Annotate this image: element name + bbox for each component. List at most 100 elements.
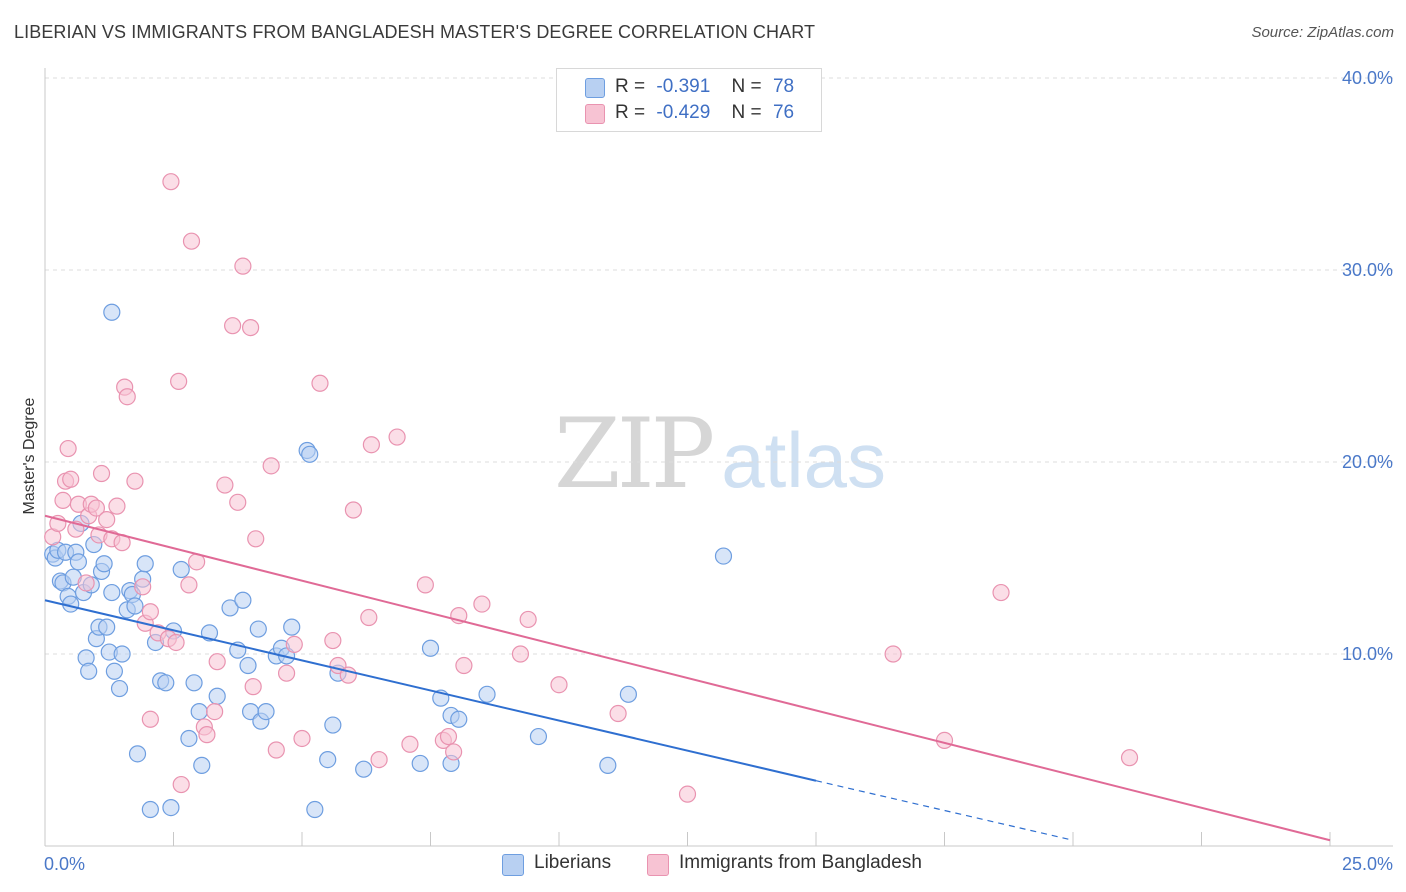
watermark: ZIP atlas [554,398,886,510]
trend-lines [44,514,1331,842]
data-point-liberians [306,800,324,819]
data-point-liberians [249,620,267,638]
source-label: Source: ZipAtlas.com [1251,24,1394,41]
data-point-liberians [103,303,121,321]
data-point-liberians [180,729,198,748]
data-point-bangladesh [362,436,380,454]
data-point-bangladesh [884,645,902,663]
data-point-bangladesh [550,676,568,694]
data-point-bangladesh [98,510,116,529]
y-tick-label: 40.0% [1342,68,1393,88]
data-point-liberians [478,685,496,703]
trend-line-liberians-extension [815,780,1074,841]
trend-line-bangladesh [44,514,1331,842]
data-point-liberians [162,798,180,817]
data-point-bangladesh [59,439,77,458]
data-point-bangladesh [242,319,260,337]
data-point-bangladesh [293,729,311,748]
y-tick-label: 20.0% [1342,452,1393,472]
data-point-liberians [105,662,123,680]
data-point-liberians [69,553,88,571]
data-point-bangladesh [234,257,252,275]
data-point-bangladesh [473,595,491,613]
data-point-liberians [411,754,429,773]
data-point-liberians [355,760,373,778]
axes [44,68,1393,847]
data-point-bangladesh [206,702,224,721]
watermark-atlas: atlas [721,416,886,504]
data-point-liberians [128,745,147,763]
data-point-bangladesh [108,497,126,515]
legend-n-label: N = [731,76,762,97]
data-point-bangladesh [162,173,180,191]
data-point-bangladesh [244,678,262,696]
legend-r-value: -0.429 [656,102,711,123]
data-point-bangladesh [324,631,342,650]
data-point-bangladesh [262,457,280,475]
data-point-liberians [319,750,337,769]
data-point-bangladesh [609,704,627,723]
legend-r-label: R = [615,76,646,97]
data-point-liberians [301,445,319,463]
y-tick-label: 10.0% [1342,644,1393,664]
data-point-bangladesh [360,608,378,627]
data-point-bangladesh [229,493,247,511]
data-point-liberians [234,591,252,609]
series-legend: Liberians Immigrants from Bangladesh [0,852,1406,878]
data-point-bangladesh [401,735,419,753]
data-point-bangladesh [180,576,198,594]
data-point-bangladesh [285,635,303,654]
legend-label-liberians: Liberians [534,852,612,873]
legend-n-label: N = [731,102,762,123]
data-point-bangladesh [126,472,144,490]
data-point-bangladesh [277,664,296,682]
data-point-bangladesh [445,743,463,761]
data-point-liberians [324,716,342,734]
legend-r-label: R = [615,102,646,123]
x-ticks [44,832,1331,846]
data-point-bangladesh [416,576,434,594]
data-point-bangladesh [208,653,226,671]
data-point-liberians [421,639,440,657]
y-axis-title: Master's Degree [21,397,38,514]
correlation-legend: R = -0.391 N = 78 R = -0.429 N = 76 [556,68,822,132]
data-point-bangladesh [87,499,106,517]
legend-r-value: -0.391 [656,76,711,97]
data-point-liberians [95,555,113,573]
data-point-liberians [136,555,154,573]
series-bangladesh [44,173,1139,803]
data-point-liberians [283,618,301,636]
chart-title: LIBERIAN VS IMMIGRANTS FROM BANGLADESH M… [14,22,816,42]
data-point-liberians [193,756,211,774]
data-point-bangladesh [182,232,201,250]
data-point-bangladesh [267,741,285,759]
data-point-liberians [113,645,131,663]
data-point-bangladesh [216,476,234,494]
data-point-bangladesh [370,750,388,769]
data-point-liberians [157,674,175,692]
data-point-bangladesh [167,633,185,652]
trend-line-liberians [44,599,817,782]
legend-n-value: 76 [772,102,795,123]
data-point-bangladesh [141,603,159,621]
data-point-bangladesh [935,731,954,750]
data-point-liberians [98,618,116,636]
data-point-bangladesh [198,726,216,744]
legend-swatch-blue [502,854,524,876]
x-tick-label-min: 0.0% [44,854,85,874]
data-point-bangladesh [170,372,188,390]
data-point-liberians [257,702,275,721]
data-point-bangladesh [77,574,95,592]
data-point-bangladesh [118,388,136,406]
data-point-liberians [529,727,548,746]
data-point-liberians [714,547,733,565]
legend-swatch-pink [647,854,669,876]
data-point-liberians [103,583,121,602]
data-point-bangladesh [992,583,1010,602]
data-point-bangladesh [224,317,242,335]
data-point-bangladesh [678,785,697,803]
watermark-zip: ZIP [554,398,715,510]
legend-swatch-pink [585,104,605,124]
data-point-bangladesh [247,530,265,548]
